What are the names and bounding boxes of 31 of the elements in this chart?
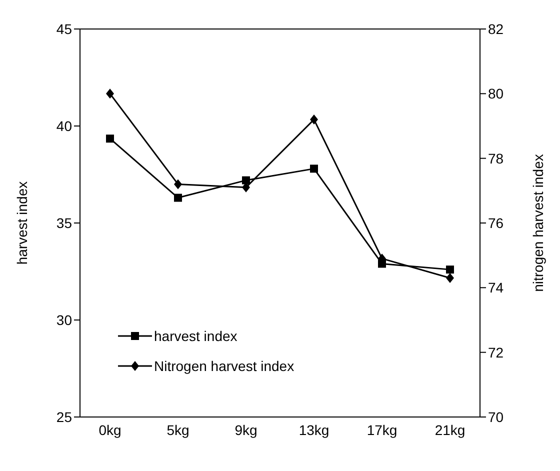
y2-axis-title: nitrogen harvest index	[530, 154, 546, 292]
y2-tick-label: 72	[488, 344, 504, 360]
point	[174, 194, 182, 202]
y-tick-label: 30	[56, 312, 72, 328]
y2-tick-label: 76	[488, 214, 504, 231]
y2-tick-label: 82	[488, 20, 504, 37]
x-tick-label: 13kg	[298, 422, 330, 438]
x-tick-label: 17kg	[366, 422, 398, 438]
point	[446, 266, 454, 274]
point	[310, 164, 318, 173]
point	[106, 134, 114, 143]
point	[242, 176, 250, 184]
point	[446, 272, 454, 283]
y-tick-label: 25	[56, 408, 72, 425]
legend-label: harvest index	[154, 328, 238, 344]
point	[310, 114, 318, 125]
y2-tick-label: 70	[488, 408, 504, 425]
x-tick-label: 21kg	[434, 422, 466, 438]
y-tick-label: 40	[56, 118, 72, 134]
y2-tick-label: 74	[488, 280, 504, 296]
x-tick-label: 5kg	[166, 422, 190, 438]
y-tick-label: 35	[56, 214, 72, 231]
x-tick-label: 0kg	[98, 422, 122, 438]
y-tick-label: 45	[56, 20, 72, 37]
x-tick-label: 9kg	[234, 422, 258, 438]
y2-tick-label: 80	[488, 86, 504, 102]
point	[106, 88, 114, 99]
y-axis-title: harvest index	[14, 181, 30, 265]
y2-tick-label: 78	[488, 150, 504, 166]
legend-label: Nitrogen harvest index	[154, 358, 294, 374]
point	[174, 179, 182, 190]
